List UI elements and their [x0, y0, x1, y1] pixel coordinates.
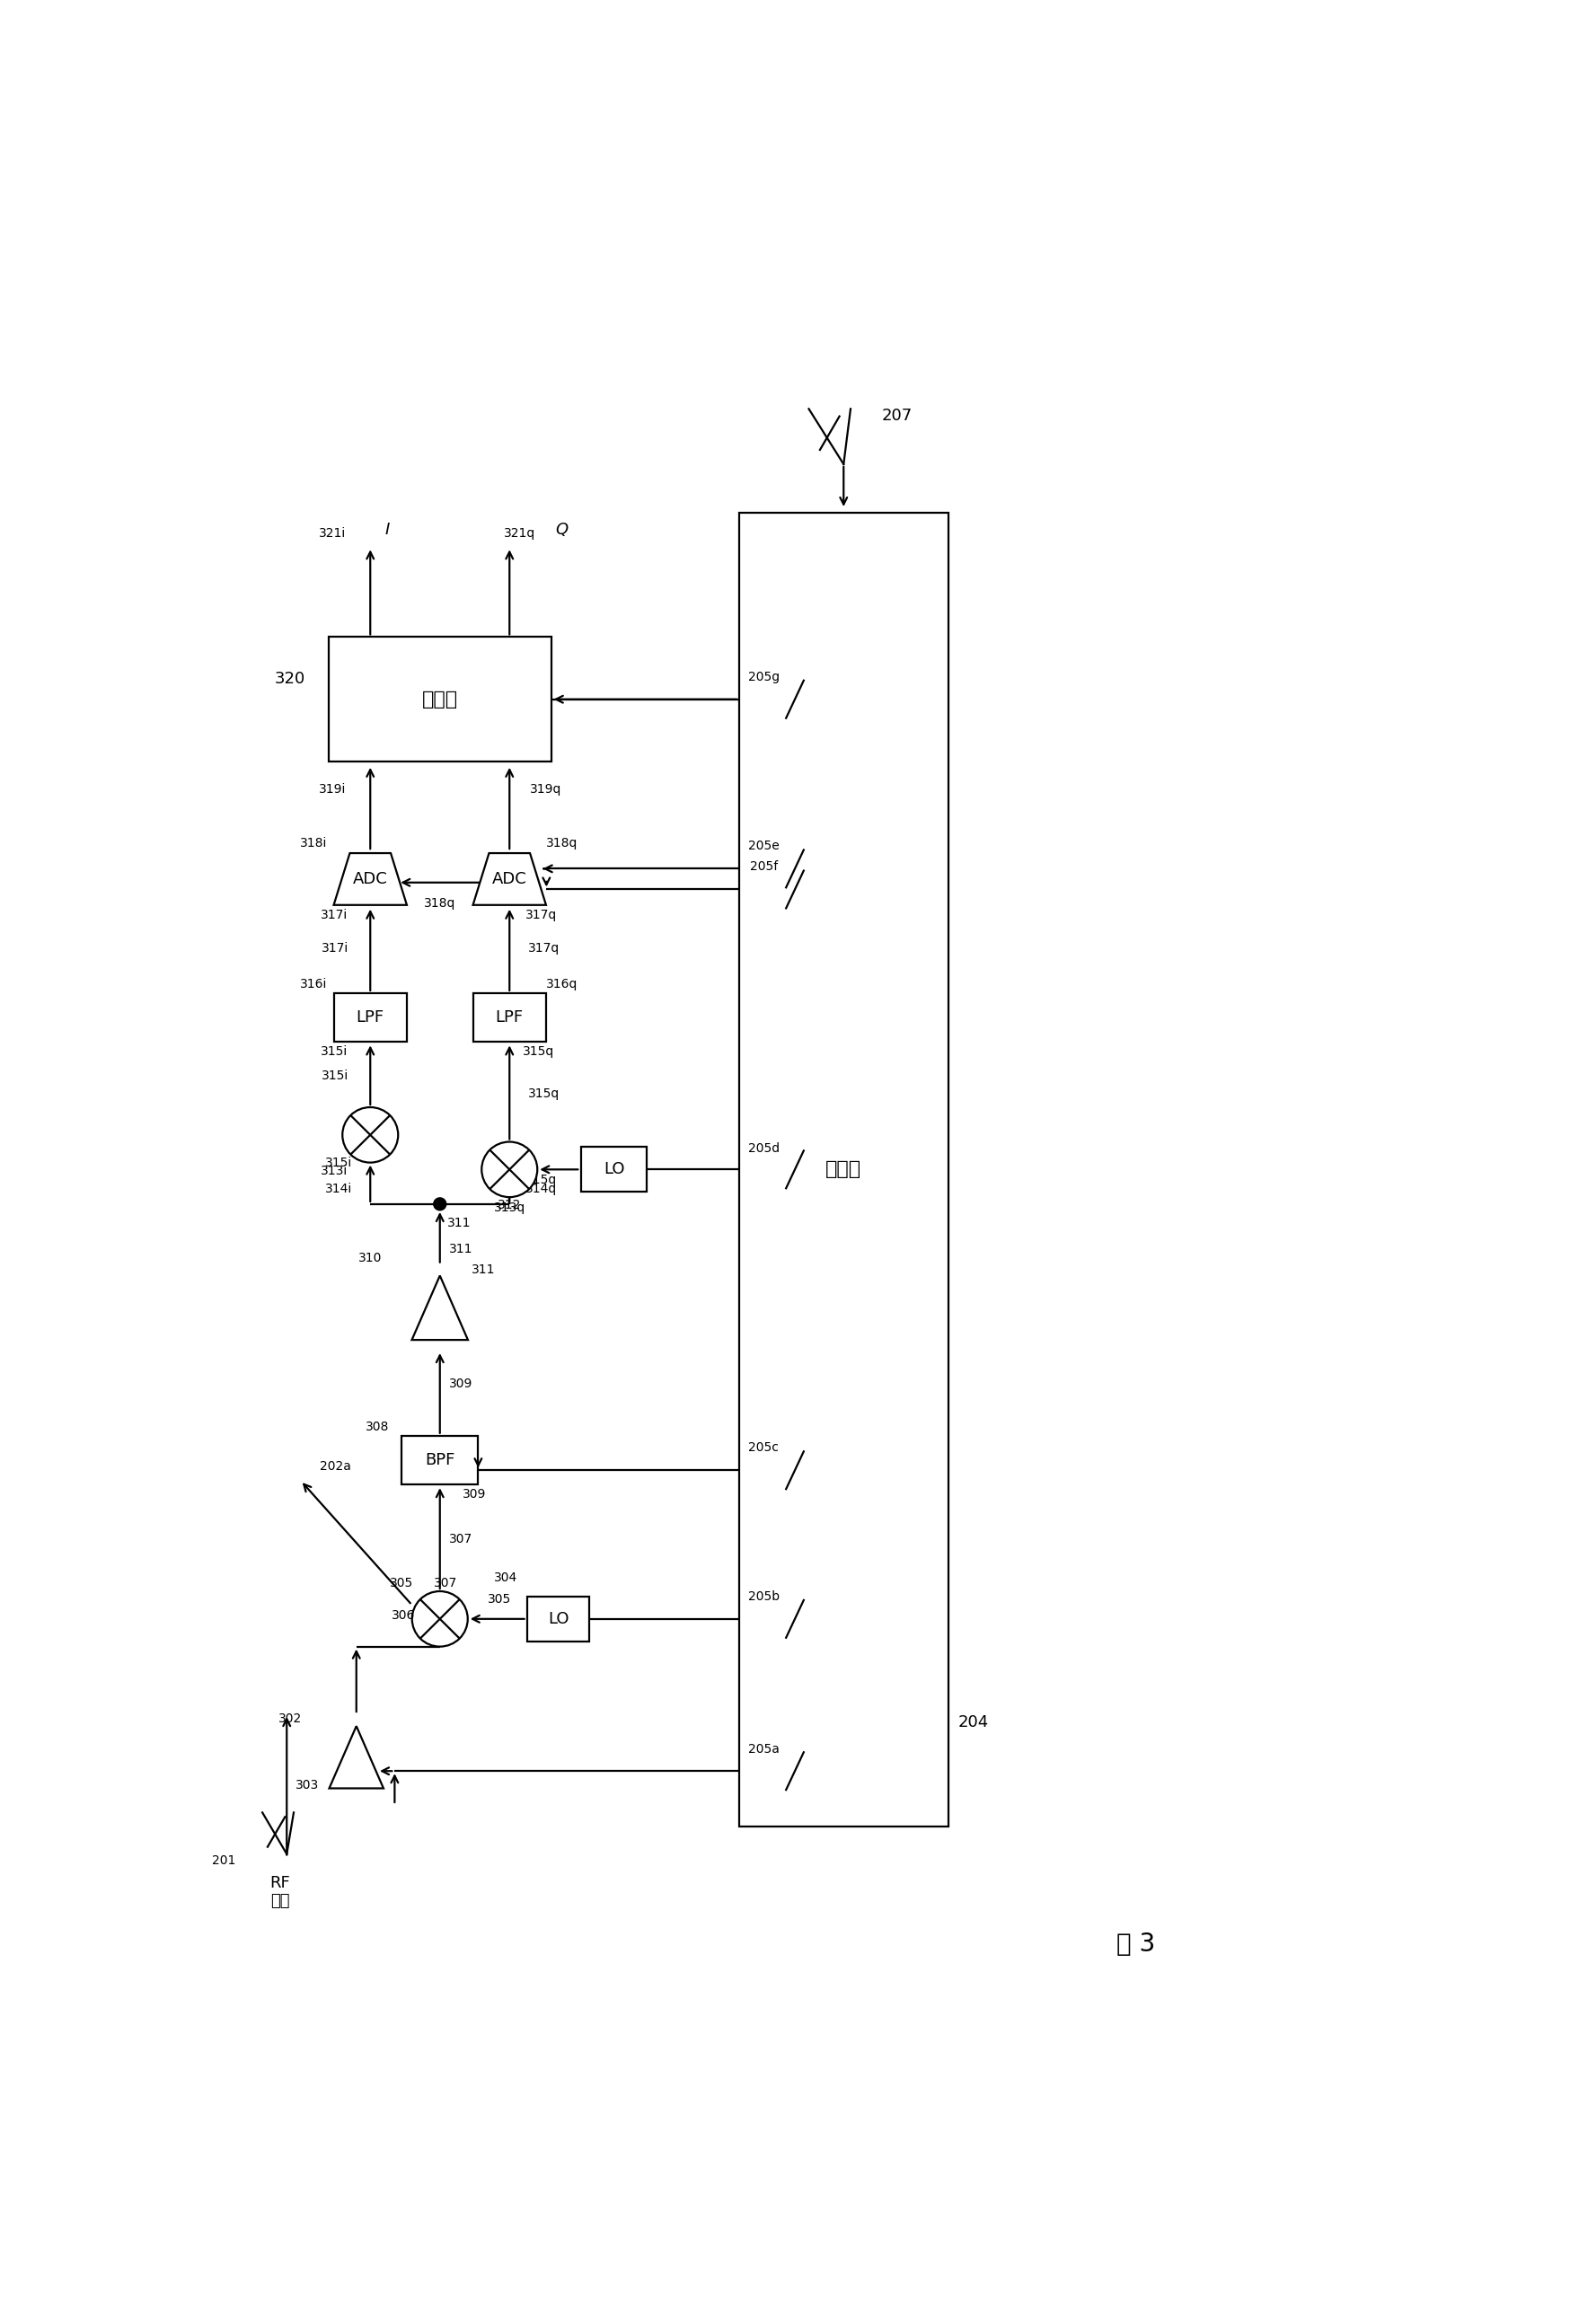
Text: 205b: 205b [747, 1590, 779, 1604]
Text: 306: 306 [392, 1608, 416, 1622]
Polygon shape [330, 1727, 383, 1789]
Text: 315q: 315q [523, 1046, 554, 1057]
Text: LPF: LPF [356, 1009, 385, 1025]
Text: 205c: 205c [749, 1441, 779, 1455]
Text: LPF: LPF [496, 1009, 523, 1025]
Text: 207: 207 [882, 407, 912, 423]
Text: 313q: 313q [493, 1202, 526, 1213]
Circle shape [433, 1197, 446, 1211]
Text: 305: 305 [389, 1576, 413, 1590]
Text: ADC: ADC [353, 872, 388, 888]
Text: 317q: 317q [524, 909, 557, 920]
Circle shape [482, 1141, 537, 1197]
Text: 205g: 205g [747, 672, 779, 683]
Text: 存储器: 存储器 [422, 690, 458, 709]
Text: 205f: 205f [749, 860, 777, 874]
Text: 201: 201 [212, 1855, 236, 1866]
Text: 319i: 319i [319, 783, 345, 795]
Text: BPF: BPF [425, 1452, 455, 1469]
Text: 图 3: 图 3 [1116, 1931, 1156, 1957]
Text: 309: 309 [463, 1487, 487, 1501]
Text: I: I [385, 523, 389, 537]
Text: 321q: 321q [504, 528, 535, 539]
Text: 205a: 205a [747, 1743, 779, 1755]
Text: 307: 307 [433, 1576, 457, 1590]
Text: 317i: 317i [322, 941, 349, 955]
Text: 316i: 316i [300, 978, 327, 990]
Bar [328, 637, 551, 762]
Text: 315i: 315i [325, 1157, 353, 1169]
Text: 318q: 318q [546, 837, 578, 848]
Circle shape [342, 1106, 399, 1162]
Text: 319q: 319q [529, 783, 562, 795]
Bar [528, 1597, 590, 1641]
Text: 309: 309 [449, 1378, 473, 1390]
Text: 312: 312 [498, 1199, 521, 1211]
Text: 308: 308 [366, 1420, 389, 1434]
Polygon shape [473, 853, 546, 904]
Text: 317i: 317i [320, 909, 347, 920]
Text: 315i: 315i [322, 1069, 349, 1083]
Text: 311: 311 [471, 1264, 495, 1276]
Polygon shape [411, 1276, 468, 1341]
Text: 311: 311 [449, 1243, 473, 1255]
Polygon shape [334, 853, 407, 904]
Text: 302: 302 [278, 1713, 301, 1724]
Circle shape [411, 1592, 468, 1648]
Text: 315i: 315i [320, 1046, 347, 1057]
Text: 315q: 315q [524, 1174, 557, 1185]
Text: 303: 303 [295, 1778, 319, 1792]
Text: ADC: ADC [491, 872, 528, 888]
Text: 314q: 314q [524, 1183, 557, 1195]
Text: LO: LO [548, 1611, 568, 1627]
Text: 控制器: 控制器 [826, 1160, 862, 1178]
Text: 314i: 314i [325, 1183, 353, 1195]
Text: LO: LO [603, 1162, 625, 1178]
Text: 205d: 205d [747, 1143, 779, 1155]
Text: RF
输入: RF 输入 [270, 1875, 290, 1910]
Text: Q: Q [556, 523, 568, 537]
Text: 310: 310 [358, 1253, 382, 1264]
Text: 317q: 317q [529, 941, 560, 955]
Text: 311: 311 [447, 1218, 471, 1229]
Text: 315q: 315q [529, 1088, 560, 1099]
Text: 307: 307 [449, 1534, 473, 1545]
Text: 320: 320 [275, 669, 306, 686]
Text: 305: 305 [487, 1594, 510, 1606]
Bar [473, 992, 546, 1041]
Text: 205e: 205e [747, 839, 779, 853]
Text: 202a: 202a [320, 1459, 352, 1473]
Text: 316q: 316q [546, 978, 578, 990]
Bar [402, 1436, 479, 1485]
Text: 321i: 321i [319, 528, 345, 539]
Bar [334, 992, 407, 1041]
Text: 204: 204 [958, 1715, 989, 1731]
Bar [739, 514, 948, 1827]
Text: 318i: 318i [300, 837, 327, 848]
Text: 318q: 318q [424, 897, 455, 909]
Text: 304: 304 [495, 1571, 518, 1583]
Bar [581, 1148, 647, 1192]
Text: 313i: 313i [320, 1164, 347, 1178]
